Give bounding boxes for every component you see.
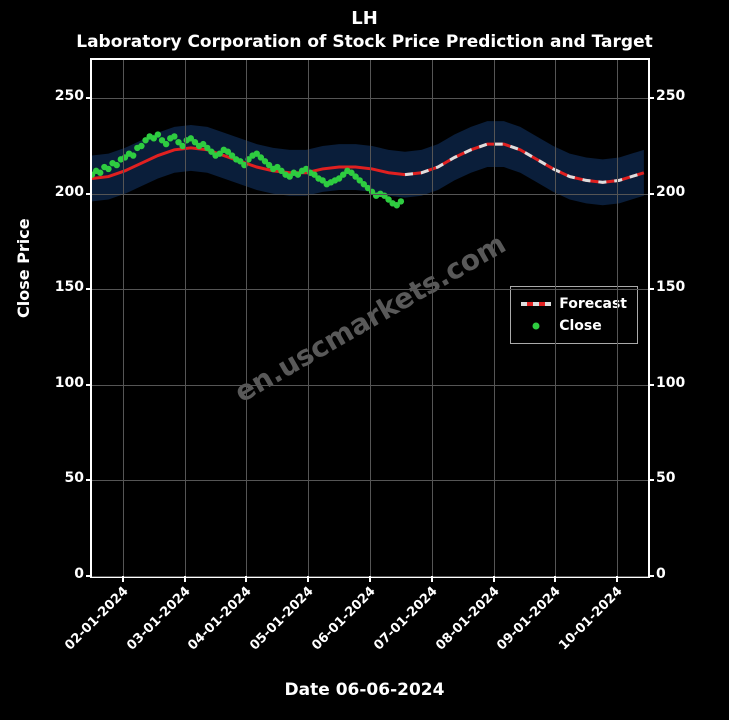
close-point	[155, 131, 161, 137]
close-point	[138, 143, 144, 149]
tick-mark	[184, 576, 186, 582]
tick-mark	[648, 97, 654, 99]
tick-mark	[86, 97, 92, 99]
tick-mark	[86, 288, 92, 290]
close-point	[97, 170, 103, 176]
tick-mark	[86, 575, 92, 577]
ytick-label: 0	[4, 566, 84, 582]
x-axis-label: Date 06-06-2024	[0, 680, 729, 700]
ytick-label: 100	[656, 375, 726, 391]
plot-area: en.uscmarkets.com Forecast Close	[90, 58, 650, 578]
ytick-label: 150	[656, 279, 726, 295]
legend-label-close: Close	[559, 318, 602, 334]
legend-sample-close	[521, 319, 551, 333]
tick-mark	[86, 479, 92, 481]
gridline-v	[123, 60, 124, 576]
tick-mark	[616, 576, 618, 582]
tick-mark	[86, 384, 92, 386]
close-point	[105, 166, 111, 172]
close-point	[171, 133, 177, 139]
tick-mark	[648, 575, 654, 577]
close-point	[163, 141, 169, 147]
tick-mark	[122, 576, 124, 582]
ytick-label: 50	[656, 470, 726, 486]
gridline-v	[432, 60, 433, 576]
chart-super-title: LH	[0, 8, 729, 29]
ytick-label: 200	[4, 184, 84, 200]
tick-mark	[307, 576, 309, 582]
ytick-label: 0	[656, 566, 726, 582]
gridline-v	[370, 60, 371, 576]
tick-mark	[648, 193, 654, 195]
gridline-v	[308, 60, 309, 576]
ytick-label: 250	[4, 88, 84, 104]
chart-title: Laboratory Corporation of Stock Price Pr…	[0, 32, 729, 52]
legend-sample-forecast	[521, 297, 551, 311]
gridline-v	[494, 60, 495, 576]
tick-mark	[493, 576, 495, 582]
tick-mark	[431, 576, 433, 582]
ytick-label: 100	[4, 375, 84, 391]
ytick-label: 200	[656, 184, 726, 200]
tick-mark	[648, 288, 654, 290]
tick-mark	[648, 384, 654, 386]
tick-mark	[648, 479, 654, 481]
legend: Forecast Close	[510, 286, 638, 344]
gridline-v	[185, 60, 186, 576]
chart-container: LH Laboratory Corporation of Stock Price…	[0, 0, 729, 720]
legend-item-forecast: Forecast	[521, 293, 627, 315]
close-point	[398, 198, 404, 204]
tick-mark	[369, 576, 371, 582]
ytick-label: 250	[656, 88, 726, 104]
tick-mark	[554, 576, 556, 582]
ytick-label: 50	[4, 470, 84, 486]
gridline-v	[555, 60, 556, 576]
gridline-v	[246, 60, 247, 576]
close-point	[114, 162, 120, 168]
close-point	[130, 152, 136, 158]
gridline-v	[617, 60, 618, 576]
ytick-label: 150	[4, 279, 84, 295]
tick-mark	[86, 193, 92, 195]
legend-item-close: Close	[521, 315, 627, 337]
tick-mark	[245, 576, 247, 582]
y-axis-label: Close Price	[14, 218, 33, 318]
